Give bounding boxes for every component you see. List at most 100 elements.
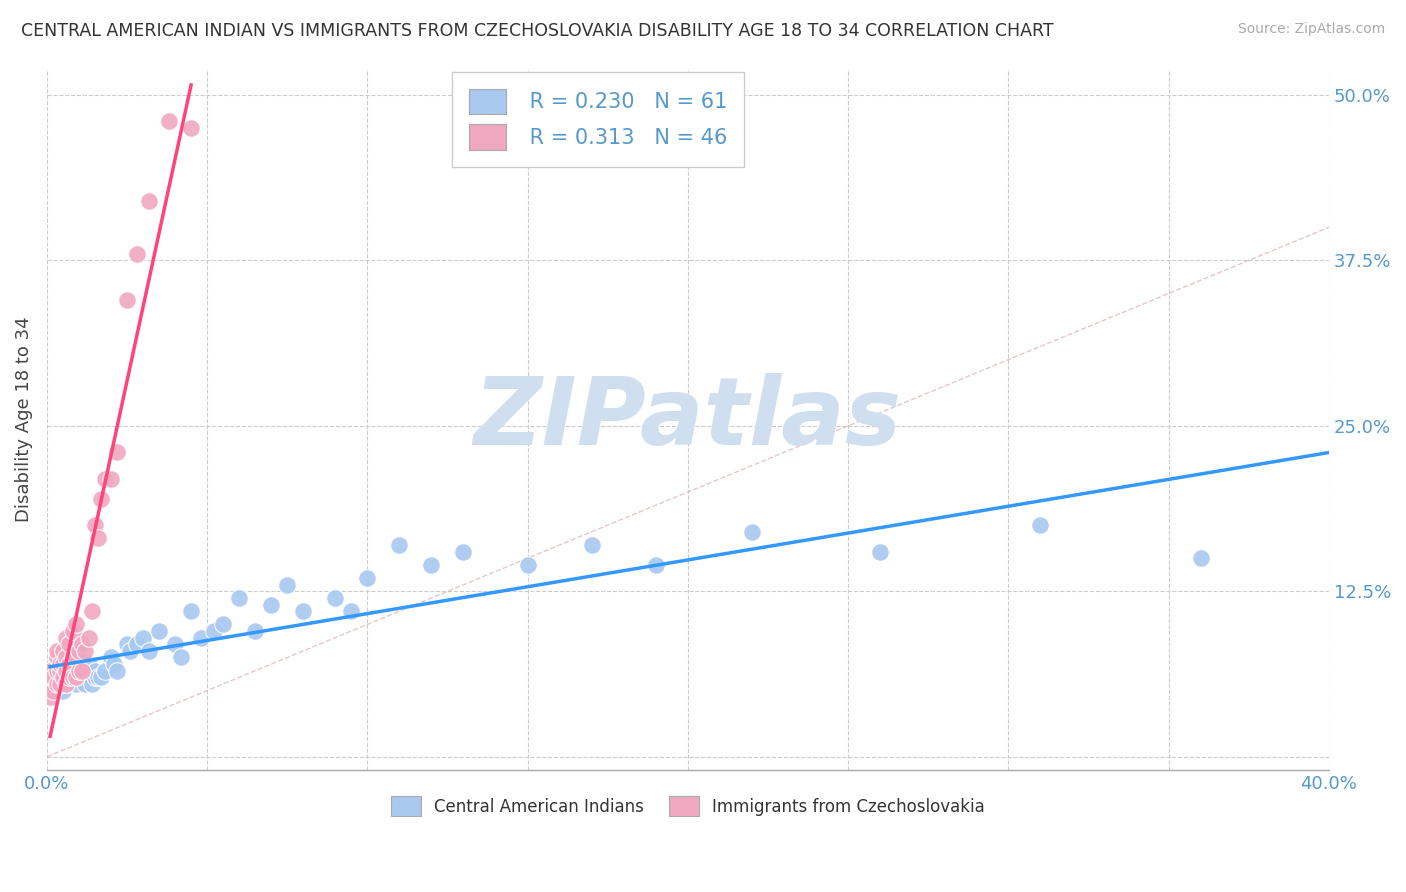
Point [48, 670, 70, 684]
Point [70, 637, 93, 651]
Point [52, 650, 75, 665]
Point [323, 591, 346, 605]
Point [245, 624, 267, 638]
Point [115, 293, 138, 307]
Point [67, 664, 90, 678]
Y-axis label: Disability Age 18 to 34: Disability Age 18 to 34 [15, 317, 32, 522]
Point [75, 644, 97, 658]
Point [52, 670, 75, 684]
Point [48, 657, 70, 672]
Point [58, 670, 80, 684]
Point [65, 617, 87, 632]
Point [1029, 518, 1052, 533]
Point [170, 650, 193, 665]
Point [190, 631, 212, 645]
Point [90, 670, 112, 684]
Point [45, 657, 67, 672]
Point [84, 518, 107, 533]
Point [39, 664, 62, 678]
Point [77, 670, 100, 684]
Point [55, 677, 77, 691]
Point [120, 644, 142, 658]
Text: CENTRAL AMERICAN INDIAN VS IMMIGRANTS FROM CZECHOSLOVAKIA DISABILITY AGE 18 TO 3: CENTRAL AMERICAN INDIAN VS IMMIGRANTS FR… [21, 22, 1053, 40]
Point [55, 677, 77, 691]
Point [65, 664, 87, 678]
Point [58, 637, 80, 651]
Point [125, 247, 148, 261]
Point [84, 664, 107, 678]
Point [87, 670, 110, 684]
Point [39, 677, 62, 691]
Point [75, 677, 97, 691]
Point [65, 670, 87, 684]
Point [420, 558, 443, 572]
Point [138, 194, 160, 208]
Point [260, 598, 283, 612]
Point [52, 657, 75, 672]
Point [80, 677, 103, 691]
Text: ZIPatlas: ZIPatlas [474, 373, 901, 466]
Point [39, 664, 62, 678]
Point [869, 544, 891, 558]
Point [516, 558, 538, 572]
Point [67, 670, 90, 684]
Point [115, 637, 138, 651]
Point [39, 677, 62, 691]
Point [52, 664, 75, 678]
Point [1189, 551, 1212, 566]
Point [45, 664, 67, 678]
Point [52, 644, 75, 658]
Point [93, 472, 115, 486]
Point [84, 670, 107, 684]
Point [58, 670, 80, 684]
Point [165, 637, 187, 651]
Point [292, 604, 315, 618]
Point [100, 472, 122, 486]
Point [388, 538, 411, 552]
Point [356, 571, 378, 585]
Point [48, 677, 70, 691]
Point [70, 670, 93, 684]
Point [138, 644, 160, 658]
Point [212, 617, 235, 632]
Point [70, 664, 93, 678]
Point [55, 631, 77, 645]
Point [202, 624, 225, 638]
Point [62, 650, 84, 665]
Point [58, 657, 80, 672]
Point [276, 577, 298, 591]
Point [45, 650, 67, 665]
Text: Source: ZipAtlas.com: Source: ZipAtlas.com [1237, 22, 1385, 37]
Point [39, 690, 62, 705]
Point [62, 624, 84, 638]
Point [42, 670, 65, 684]
Point [62, 670, 84, 684]
Point [42, 670, 65, 684]
Point [90, 491, 112, 506]
Point [77, 631, 100, 645]
Point [132, 631, 155, 645]
Point [55, 664, 77, 678]
Point [340, 604, 363, 618]
Point [157, 114, 180, 128]
Point [45, 644, 67, 658]
Point [103, 657, 125, 672]
Point [741, 524, 763, 539]
Point [62, 670, 84, 684]
Point [67, 644, 90, 658]
Point [125, 637, 148, 651]
Point [87, 532, 110, 546]
Point [55, 650, 77, 665]
Point [180, 604, 202, 618]
Point [644, 558, 666, 572]
Point [105, 445, 128, 459]
Point [148, 624, 170, 638]
Point [55, 657, 77, 672]
Point [75, 664, 97, 678]
Point [62, 657, 84, 672]
Point [180, 121, 202, 136]
Point [42, 683, 65, 698]
Point [100, 650, 122, 665]
Point [65, 677, 87, 691]
Point [453, 544, 475, 558]
